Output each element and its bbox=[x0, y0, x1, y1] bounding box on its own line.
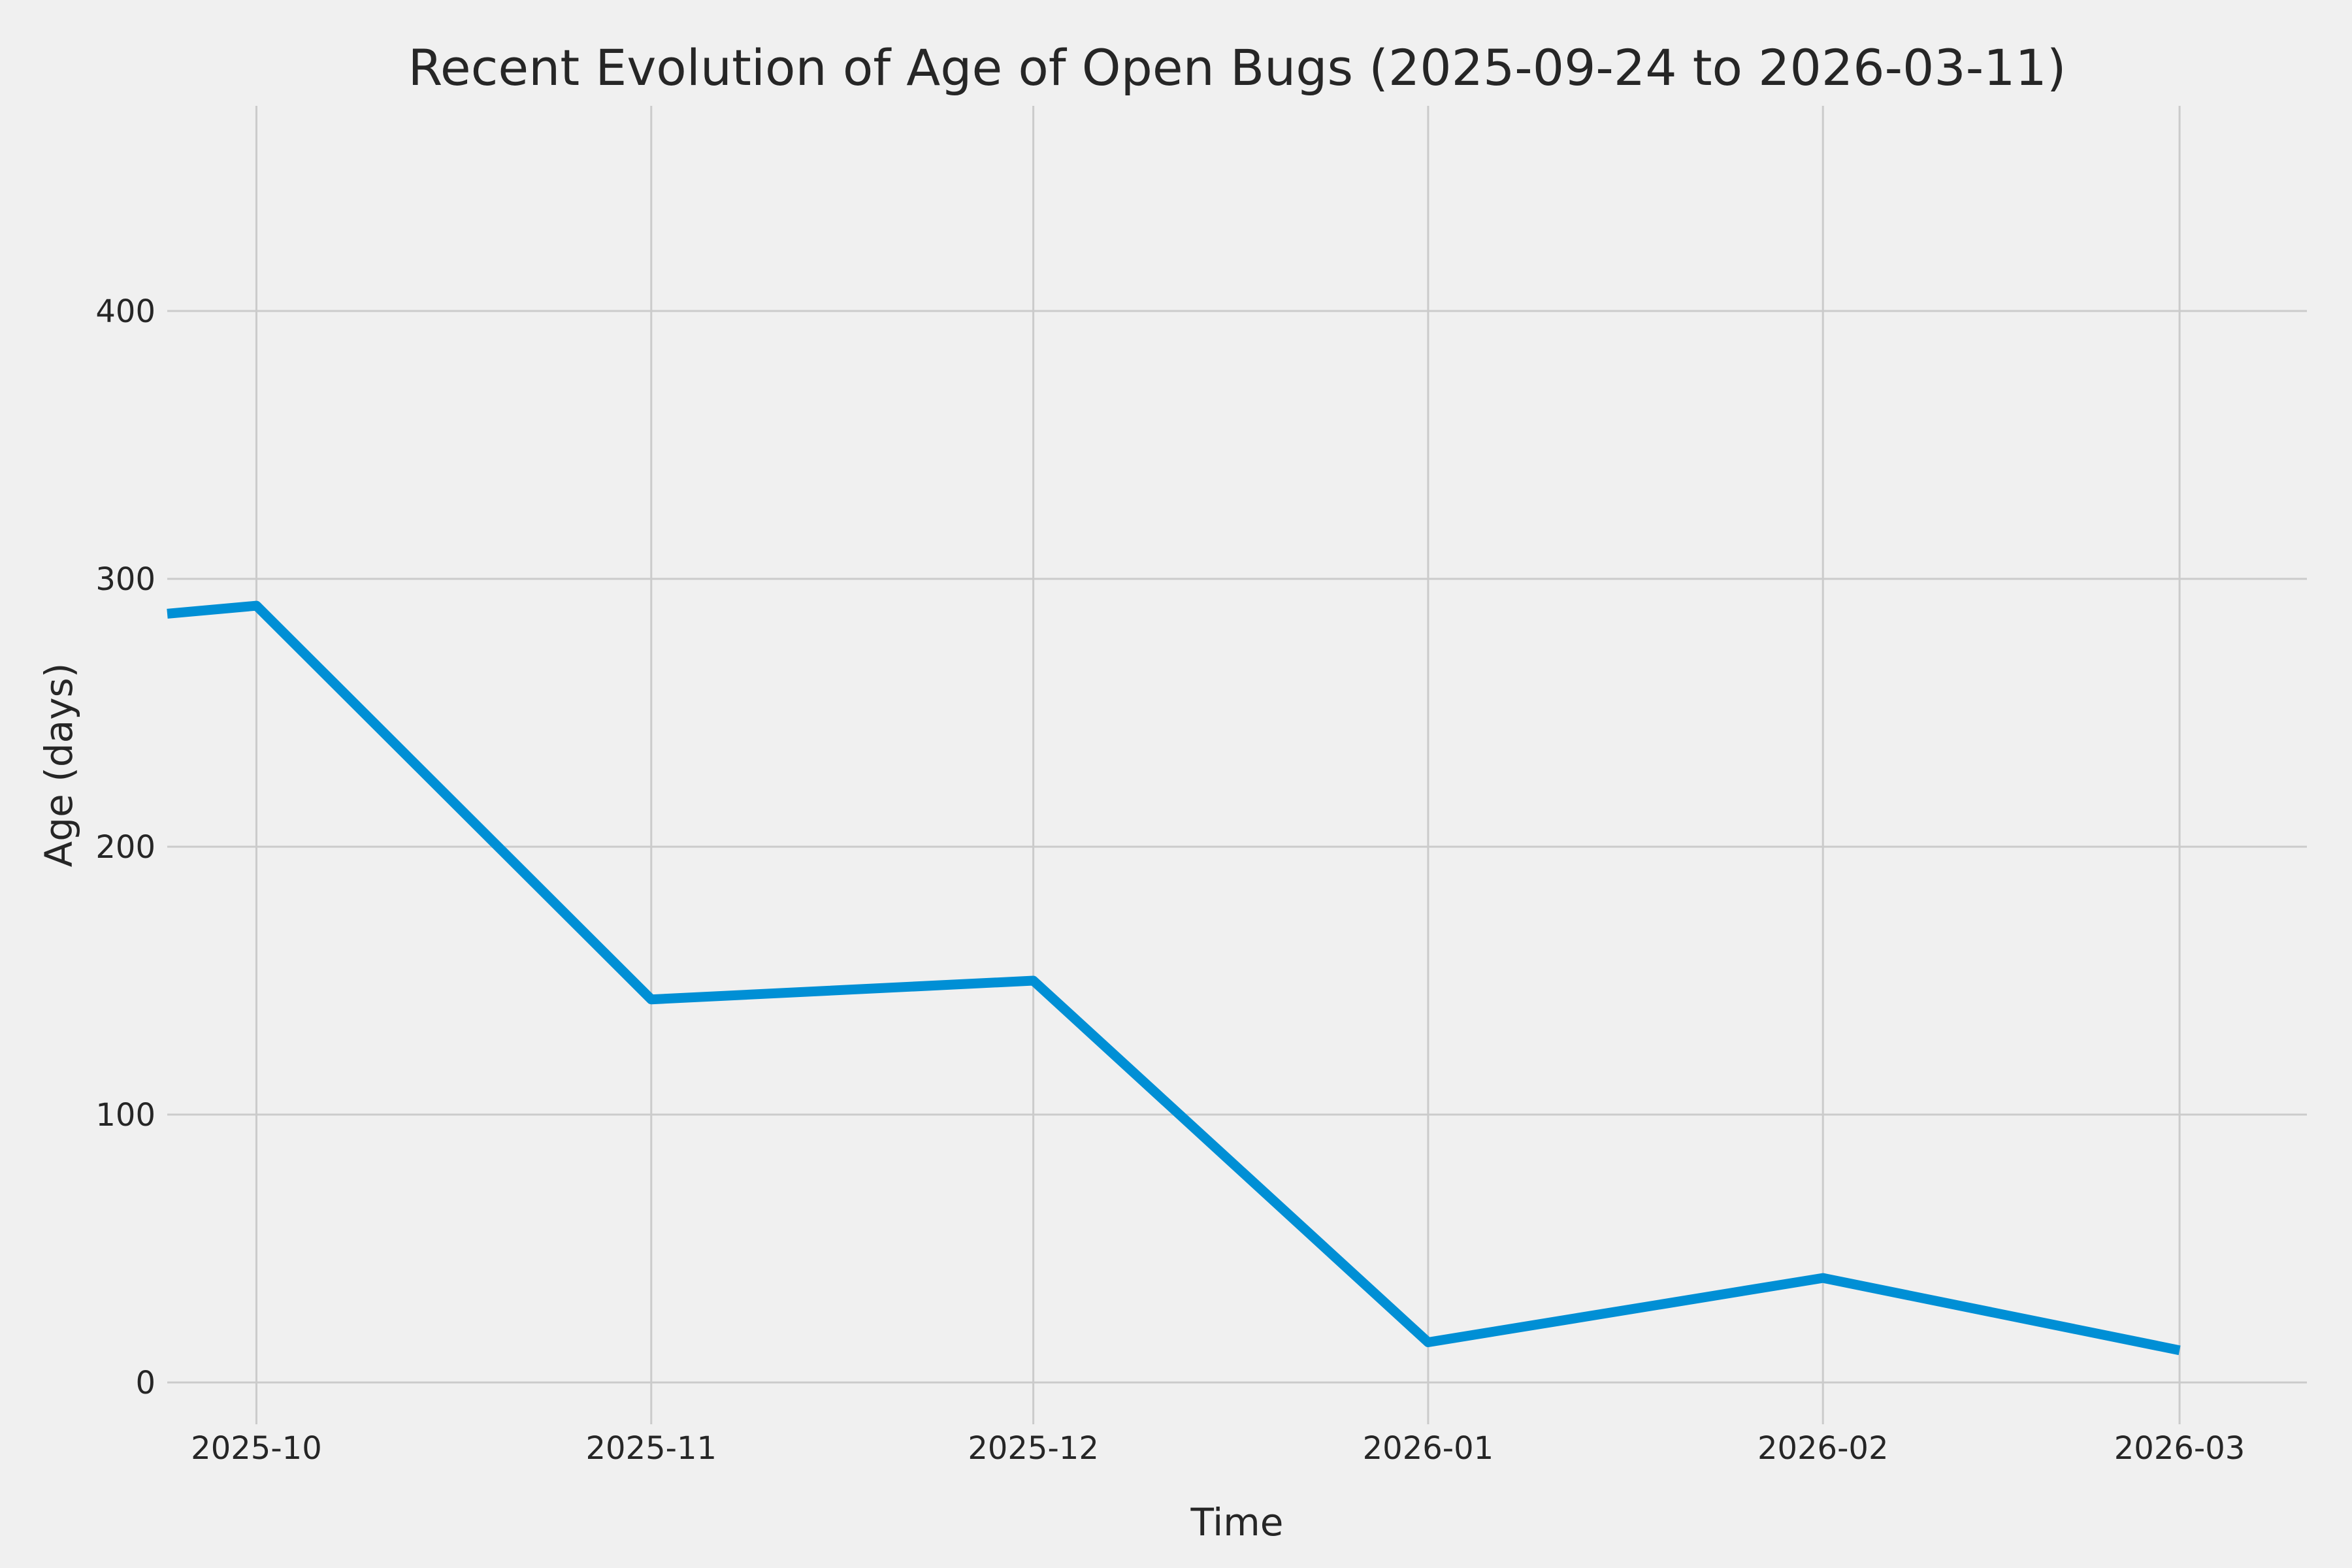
x-tick-label: 2025-10 bbox=[191, 1430, 322, 1467]
y-tick-label: 0 bbox=[135, 1365, 155, 1401]
y-tick-label: 100 bbox=[95, 1097, 155, 1134]
x-tick-label: 2026-02 bbox=[1757, 1430, 1889, 1467]
x-axis-label: Time bbox=[1190, 1500, 1284, 1544]
tick-labels: 0 100 200 300 400 2025-10 2025-11 2025-12 2026-0… bbox=[95, 293, 2245, 1467]
x-tick-label: 2025-12 bbox=[968, 1430, 1099, 1467]
gridlines bbox=[167, 106, 2307, 1424]
y-tick-label: 200 bbox=[95, 829, 155, 866]
x-tick-label: 2025-11 bbox=[585, 1430, 717, 1467]
x-tick-label: 2026-01 bbox=[1363, 1430, 1494, 1467]
chart-title: Recent Evolution of Age of Open Bugs (20… bbox=[408, 39, 2066, 97]
x-tick-label: 2026-03 bbox=[2114, 1430, 2246, 1467]
series-line-age-of-open-bugs bbox=[167, 600, 2181, 1356]
y-axis-label: Age (days) bbox=[37, 663, 81, 868]
y-tick-label: 400 bbox=[95, 293, 155, 330]
y-tick-label: 300 bbox=[95, 561, 155, 598]
data-series bbox=[167, 600, 2181, 1356]
